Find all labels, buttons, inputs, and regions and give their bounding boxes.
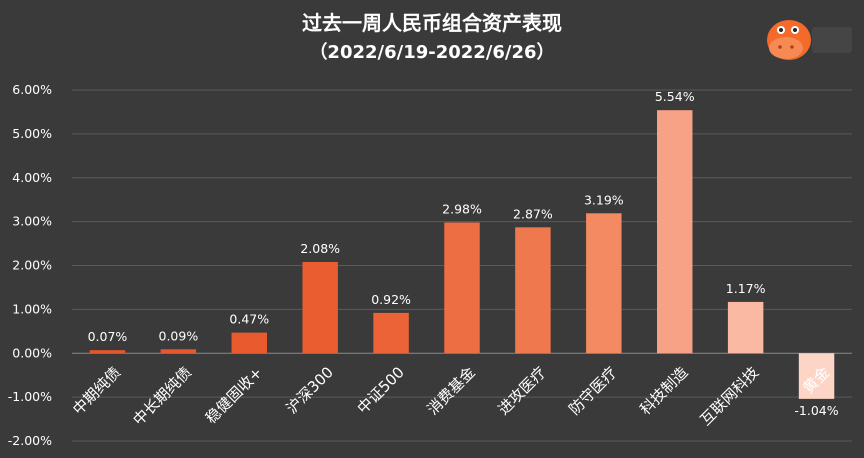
y-tick-label: 1.00% <box>12 301 52 316</box>
y-tick-label: -1.00% <box>8 389 52 404</box>
y-tick-label: 2.00% <box>12 258 52 273</box>
bar <box>798 353 835 399</box>
x-tick-label: 消费基金 <box>424 363 479 418</box>
y-tick-label: 3.00% <box>12 214 52 229</box>
x-tick-label: 中证500 <box>354 363 408 417</box>
data-label: -1.04% <box>794 403 838 418</box>
y-tick-label: 0.00% <box>12 345 52 360</box>
chart-title: 过去一周人民币组合资产表现 <box>302 11 562 35</box>
y-tick-label: 5.00% <box>12 126 52 141</box>
data-label: 2.08% <box>300 241 340 256</box>
x-tick-label: 进攻医疗 <box>494 363 549 418</box>
data-label: 0.07% <box>88 329 128 344</box>
bar <box>727 301 764 354</box>
bar <box>231 332 267 354</box>
x-tick-label: 科技制造 <box>636 363 691 418</box>
y-tick-label: -2.00% <box>8 433 52 448</box>
bar <box>373 312 409 354</box>
data-label: 2.87% <box>513 206 553 221</box>
data-label: 5.54% <box>655 89 695 104</box>
x-tick-label: 互联网科技 <box>697 363 763 429</box>
x-tick-label: 稳健固收+ <box>202 363 266 427</box>
data-label: 0.47% <box>229 312 269 327</box>
x-tick-label: 中长期纯债 <box>129 363 195 429</box>
bar <box>89 350 126 354</box>
y-tick-label: 6.00% <box>12 82 52 97</box>
x-tick-label: 沪深300 <box>283 363 337 417</box>
data-label: 2.98% <box>442 202 482 217</box>
y-tick-label: 4.00% <box>12 170 52 185</box>
hippo-logo-icon <box>767 20 852 60</box>
data-label: 0.09% <box>159 328 199 343</box>
chart-subtitle: （2022/6/19-2022/6/26） <box>309 42 554 63</box>
bar <box>586 213 622 354</box>
bar <box>160 349 197 354</box>
bar <box>444 222 480 354</box>
data-label: 0.92% <box>371 292 411 307</box>
x-tick-label: 中期纯债 <box>69 363 124 418</box>
data-label: 3.19% <box>584 192 624 207</box>
bar <box>657 110 693 354</box>
data-label: 1.17% <box>726 281 766 296</box>
bar <box>515 227 551 354</box>
bar <box>302 261 338 354</box>
x-tick-label: 防守医疗 <box>565 363 620 418</box>
